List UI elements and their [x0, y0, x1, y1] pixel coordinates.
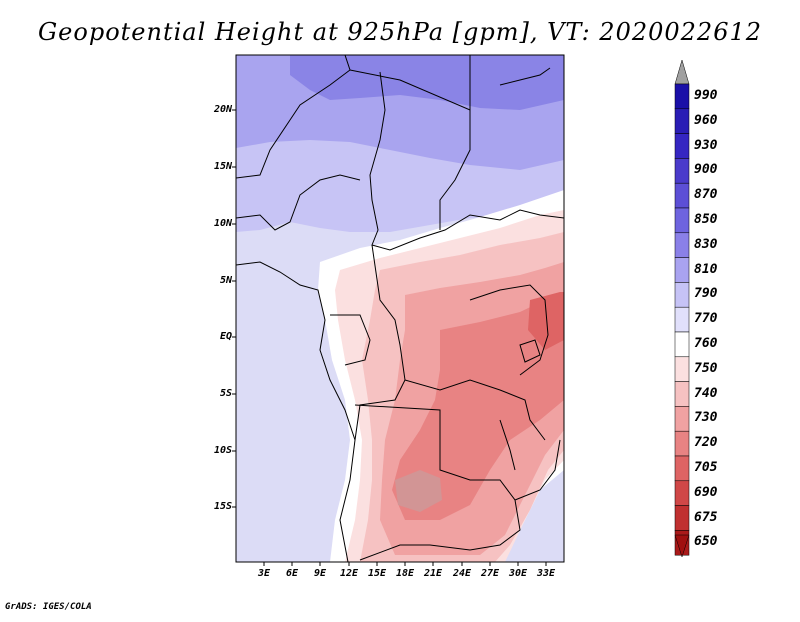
- legend-swatch: [674, 257, 690, 283]
- north-dark-band: [290, 55, 564, 110]
- legend-label: 930: [694, 137, 718, 153]
- legend-bottom-arrow: [674, 534, 690, 558]
- legend-swatch: [674, 158, 690, 184]
- legend-swatch: [674, 480, 690, 506]
- lon-label: 24E: [452, 568, 472, 579]
- legend-label: 690: [694, 484, 718, 500]
- east-pink5: [528, 292, 564, 350]
- map-title: Geopotential Height at 925hPa [gpm], VT:…: [38, 18, 762, 46]
- legend-top-arrow: [674, 60, 690, 85]
- legend-swatch: [674, 356, 690, 382]
- legend-swatch: [674, 381, 690, 407]
- legend-label: 810: [694, 261, 718, 277]
- legend-label: 730: [694, 410, 718, 426]
- legend-label: 720: [694, 435, 718, 451]
- legend-label: 705: [694, 460, 718, 475]
- color-legend: [674, 60, 690, 558]
- legend-swatch: [674, 306, 690, 333]
- lon-label: 27E: [480, 568, 500, 579]
- legend-swatch: [674, 108, 690, 134]
- lat-tick-marks: [232, 109, 236, 508]
- legend-swatch: [674, 282, 690, 308]
- legend-label: 770: [694, 311, 718, 327]
- lon-label: 33E: [536, 568, 556, 579]
- lon-label: 9E: [313, 568, 327, 579]
- legend-swatch: [674, 182, 690, 209]
- legend-label: 790: [694, 286, 718, 302]
- footer-credit: GrADS: IGES/COLA: [5, 602, 92, 612]
- country-borders: [236, 55, 564, 562]
- legend-label: 740: [694, 385, 718, 401]
- legend-label: 870: [694, 187, 718, 203]
- legend-swatch: [674, 133, 690, 159]
- legend-swatch: [674, 455, 690, 482]
- legend-label: 960: [694, 112, 718, 128]
- legend-swatch: [674, 505, 690, 531]
- lon-label: 21E: [423, 568, 443, 579]
- lon-tick-marks: [263, 562, 547, 566]
- legend-label: 900: [694, 162, 718, 178]
- lon-label: 6E: [285, 568, 299, 579]
- lat-label: 15S: [213, 501, 232, 512]
- legend-swatch: [674, 331, 690, 358]
- legend-label: 650: [694, 534, 718, 550]
- legend-label: 675: [694, 509, 718, 525]
- legend-label: 850: [694, 212, 718, 227]
- lon-label: 15E: [367, 568, 387, 579]
- map-frame: [235, 54, 565, 563]
- lat-label: 5S: [219, 388, 232, 399]
- lat-label: EQ: [219, 331, 232, 342]
- lat-label: 5N: [219, 275, 232, 286]
- lat-label: 10S: [213, 445, 232, 456]
- legend-swatch: [674, 83, 690, 110]
- legend-label: 830: [694, 236, 718, 252]
- lat-label: 20N: [213, 104, 232, 115]
- lon-label: 30E: [508, 568, 528, 579]
- low-center: [395, 470, 442, 512]
- pink-4-zone: [392, 295, 564, 520]
- legend-swatch: [674, 232, 690, 258]
- lon-label: 18E: [395, 568, 415, 579]
- legend-swatch: [674, 207, 690, 234]
- legend-label: 990: [694, 88, 718, 103]
- legend-swatch: [674, 430, 690, 457]
- lat-label: 15N: [213, 161, 232, 172]
- lon-label: 12E: [339, 568, 359, 579]
- lat-label: 10N: [213, 218, 232, 229]
- lon-label: 3E: [257, 568, 271, 579]
- legend-label: 750: [694, 360, 718, 376]
- legend-label: 760: [694, 336, 718, 351]
- legend-swatch: [674, 406, 690, 432]
